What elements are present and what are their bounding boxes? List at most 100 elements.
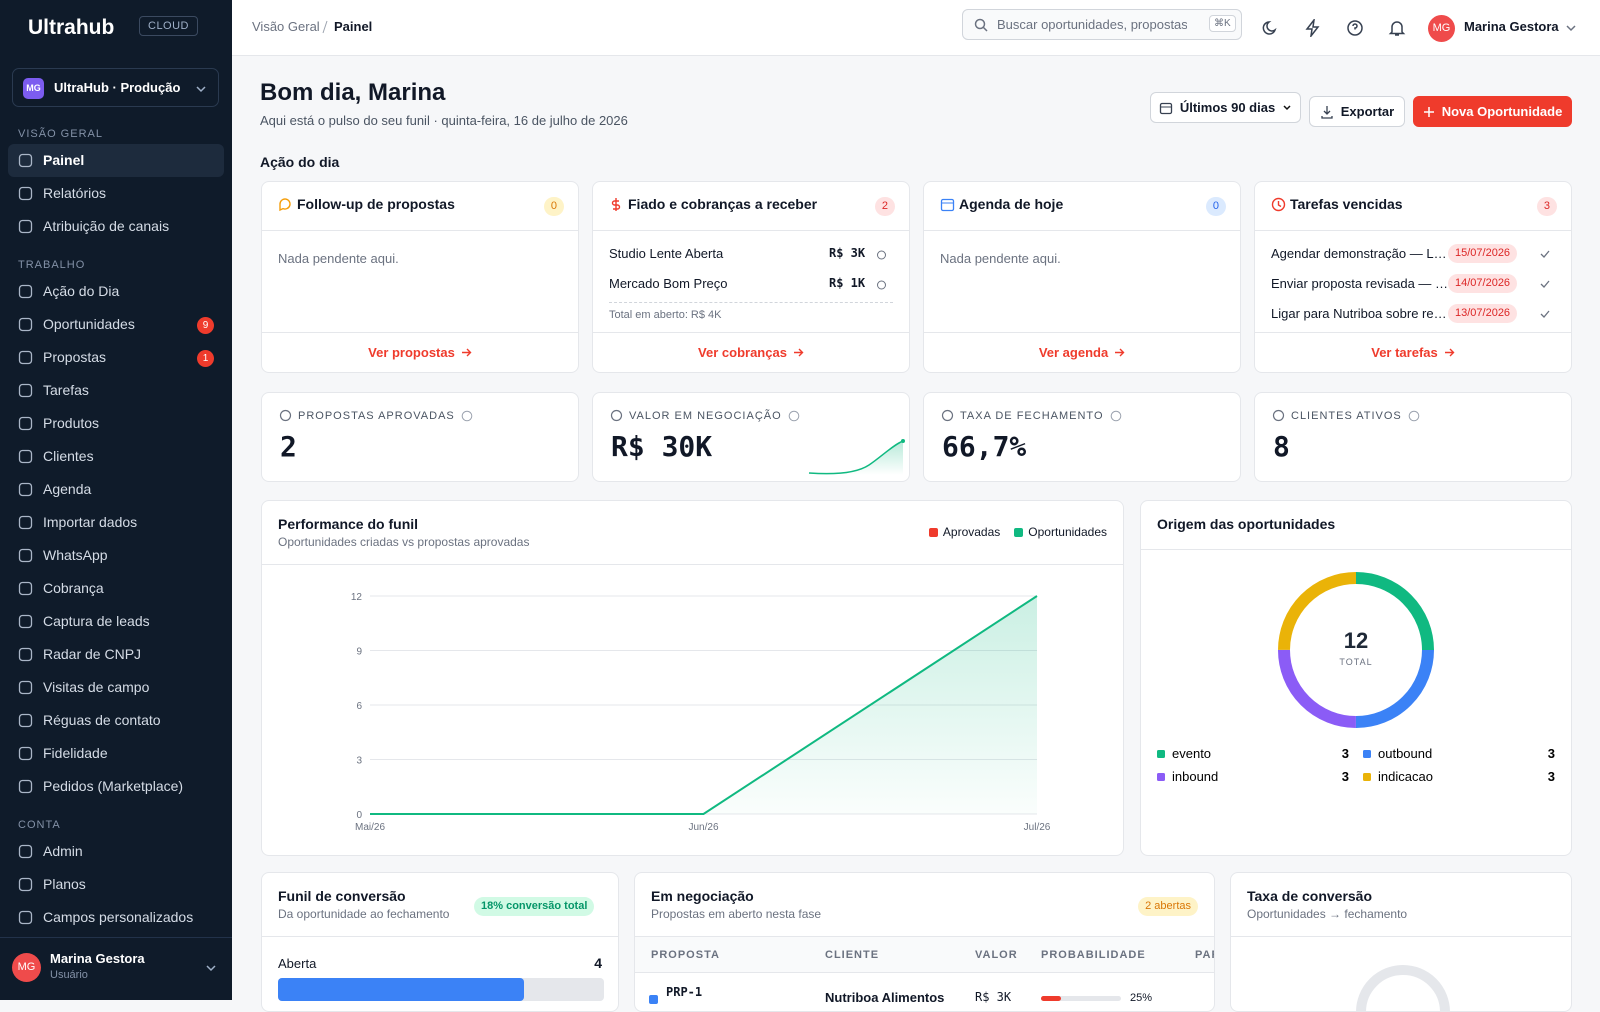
kpi-header: PROPOSTAS APROVADAS — [279, 409, 473, 422]
breadcrumb[interactable]: Visão Geral — [252, 19, 320, 34]
icon — [1271, 197, 1286, 211]
export-label: Exportar — [1340, 104, 1395, 119]
kpi-card: TAXA DE FECHAMENTO 66,7% — [923, 392, 1241, 482]
user-footer[interactable]: MG Marina Gestora Usuário — [0, 937, 232, 1000]
nav-item[interactable]: Campos personalizados — [8, 901, 224, 934]
nav-item[interactable]: Réguas de contato — [8, 704, 224, 737]
column-header: CLIENTE — [825, 949, 880, 961]
link-text[interactable]: Ver cobranças — [698, 345, 787, 360]
icon[interactable] — [876, 280, 887, 291]
nav-item[interactable]: Clientes — [8, 440, 224, 473]
section-title: Ação do dia — [260, 154, 340, 170]
card-header: Tarefas vencidas — [1271, 196, 1403, 212]
workspace-selector[interactable]: MG UltraHub · Produção — [12, 68, 219, 107]
table-header — [635, 936, 1214, 973]
check[interactable] — [1539, 277, 1551, 295]
search[interactable]: Buscar oportunidades, propostas ⌘K — [962, 9, 1242, 40]
kpi-header: TAXA DE FECHAMENTO — [941, 409, 1122, 422]
gauge — [1356, 965, 1450, 1011]
x-tick-label: Jun/26 — [688, 822, 718, 833]
y-tick-label: 6 — [356, 701, 362, 712]
nav-item[interactable]: Visitas de campo — [8, 671, 224, 704]
item-name[interactable]: Studio Lente Aberta — [609, 246, 724, 261]
item-name[interactable]: Ligar para Nutriboa sobre re… — [1271, 306, 1447, 321]
nav-item[interactable]: Captura de leads — [8, 605, 224, 638]
link-text[interactable]: Ver agenda — [1038, 345, 1109, 360]
nav-item[interactable]: Planos — [8, 868, 224, 901]
export-button[interactable]: Exportar — [1309, 96, 1405, 127]
item-name[interactable]: Enviar proposta revisada — … — [1271, 276, 1449, 291]
notifications[interactable] — [1388, 19, 1406, 37]
nav-item[interactable]: Oportunidades 9 — [8, 308, 224, 341]
card-title: Fiado e cobranças a receber — [628, 196, 818, 212]
nav-item[interactable]: WhatsApp — [8, 539, 224, 572]
icon[interactable] — [1539, 278, 1551, 290]
nav-item[interactable]: Importar dados — [8, 506, 224, 539]
chat-icon[interactable] — [876, 248, 887, 266]
nav-item[interactable]: Produtos — [8, 407, 224, 440]
help-icon[interactable] — [1110, 410, 1122, 422]
nav-item[interactable]: Propostas 1 — [8, 341, 224, 374]
theme-toggle[interactable] — [1262, 19, 1280, 37]
nav-item[interactable]: Admin — [8, 835, 224, 868]
help-icon[interactable] — [461, 410, 473, 422]
icon[interactable] — [876, 250, 887, 261]
card-link[interactable]: Ver tarefas — [1255, 332, 1571, 372]
legend-item[interactable]: Aprovadas — [928, 525, 1000, 539]
period-select[interactable]: Últimos 90 dias — [1150, 92, 1301, 123]
empty-text: Nada pendente aqui. — [940, 251, 1061, 266]
legend-label: evento — [1172, 746, 1211, 761]
item-name[interactable]: Agendar demonstração — L… — [1271, 246, 1447, 261]
help[interactable] — [1346, 19, 1364, 37]
avatar[interactable]: MG — [1428, 15, 1455, 42]
nav-item[interactable]: Painel — [8, 144, 224, 177]
nav-item[interactable]: Tarefas — [8, 374, 224, 407]
action-card: Follow-up de propostas 0 Nada pendente aqu… — [261, 181, 579, 373]
nav-item[interactable]: Ação do Dia — [8, 275, 224, 308]
check[interactable] — [1539, 307, 1551, 325]
divider — [262, 936, 618, 937]
nav-item[interactable]: Radar de CNPJ — [8, 638, 224, 671]
nav-icon — [18, 186, 33, 201]
chat-icon[interactable] — [876, 278, 887, 296]
card-title: Agenda de hoje — [959, 196, 1064, 212]
card-link[interactable]: Ver propostas — [262, 332, 578, 372]
icon[interactable] — [1539, 248, 1551, 260]
icon[interactable] — [1539, 308, 1551, 320]
arrow — [1115, 348, 1125, 357]
nav-item[interactable]: Pedidos (Marketplace) — [8, 770, 224, 803]
help-icon[interactable] — [1408, 410, 1420, 422]
download-icon — [1321, 105, 1333, 119]
proposal-id[interactable]: PRP-1 — [666, 985, 703, 999]
nav-icon — [18, 317, 33, 332]
help-icon[interactable] — [788, 410, 800, 422]
user-name[interactable]: Marina Gestora — [1464, 19, 1559, 34]
chart-subtitle: Oportunidades criadas vs propostas aprov… — [278, 535, 530, 549]
nav-label: Painel — [43, 152, 85, 168]
stage-bar — [278, 978, 525, 1001]
nav-item[interactable]: Atribuição de canais — [8, 210, 224, 243]
quick-actions[interactable] — [1304, 19, 1322, 37]
check[interactable] — [1539, 247, 1551, 265]
link-text[interactable]: Ver tarefas — [1371, 345, 1438, 360]
due-date: 14/07/2026 — [1448, 274, 1518, 293]
card-link[interactable]: Ver agenda — [924, 332, 1240, 372]
new-opportunity-button[interactable]: Nova Oportunidade — [1413, 96, 1572, 127]
nav-item[interactable]: Relatórios — [8, 177, 224, 210]
legend-item[interactable]: Oportunidades — [1014, 525, 1107, 539]
nav-item[interactable]: Agenda — [8, 473, 224, 506]
card-link[interactable]: Ver cobranças — [593, 332, 909, 372]
icon — [610, 409, 623, 422]
link-text[interactable]: Ver propostas — [368, 345, 455, 360]
kpi-value: 2 — [280, 430, 297, 463]
kpi-header: CLIENTES ATIVOS — [1272, 409, 1420, 422]
legend-swatch — [1014, 527, 1024, 537]
dashed-divider — [609, 302, 893, 303]
stage-track — [278, 978, 604, 1001]
nav-item[interactable]: Fidelidade — [8, 737, 224, 770]
item-name[interactable]: Mercado Bom Preço — [609, 276, 728, 291]
y-tick-label: 3 — [356, 756, 362, 767]
nav-icon — [18, 449, 33, 464]
nav-item[interactable]: Cobrança — [8, 572, 224, 605]
